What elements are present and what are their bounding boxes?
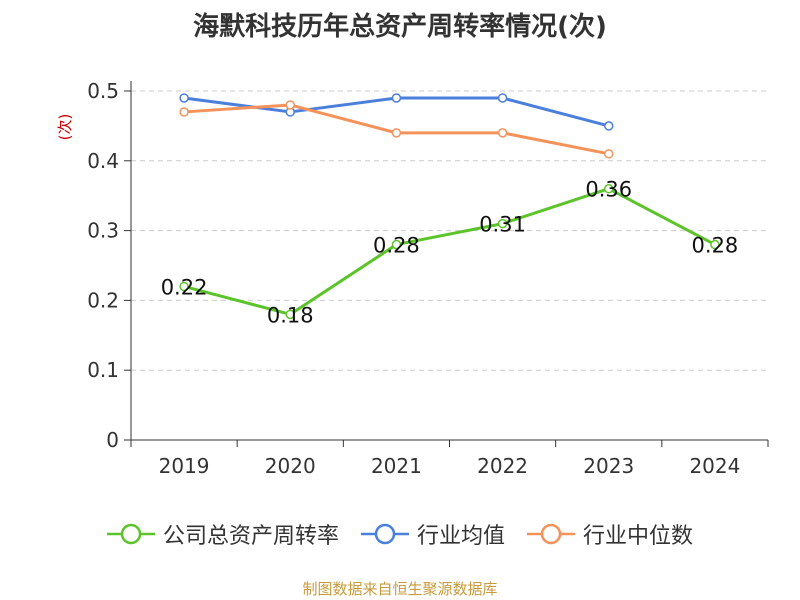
legend-label: 行业中位数 bbox=[583, 524, 694, 549]
data-point-0 bbox=[179, 281, 189, 292]
y-tick-label: 0.2 bbox=[87, 288, 119, 312]
x-tick-label: 2024 bbox=[689, 454, 740, 478]
legend-swatch-icon bbox=[527, 523, 575, 545]
y-axis-label: (次) bbox=[56, 114, 74, 141]
data-point-2 bbox=[179, 107, 189, 117]
data-label: 0.18 bbox=[267, 303, 314, 327]
legend-item[interactable]: 行业中位数 bbox=[527, 518, 693, 550]
data-point-0 bbox=[497, 218, 508, 229]
data-point-1 bbox=[391, 93, 402, 103]
data-point-2 bbox=[604, 149, 614, 159]
data-point-1 bbox=[179, 93, 189, 103]
x-tick-label: 2019 bbox=[159, 454, 210, 478]
legend-item[interactable]: 行业均值 bbox=[360, 518, 505, 550]
source-note: 制图数据来自恒生聚源数据库 bbox=[302, 580, 498, 598]
data-point-0 bbox=[391, 239, 402, 250]
data-label: 0.36 bbox=[585, 178, 632, 202]
y-tick-label: 0.3 bbox=[87, 219, 119, 243]
legend-swatch-icon bbox=[106, 523, 155, 545]
series-line-0 bbox=[183, 187, 716, 316]
grid-lines bbox=[131, 90, 768, 371]
data-point-2 bbox=[285, 100, 295, 110]
y-tick-label: 0.4 bbox=[87, 149, 119, 173]
series-lines bbox=[179, 93, 720, 320]
y-tick-label: 0.5 bbox=[87, 79, 119, 103]
data-point-0 bbox=[285, 309, 295, 320]
data-point-2 bbox=[391, 128, 402, 138]
legend-swatch-icon bbox=[360, 523, 409, 545]
data-point-0 bbox=[604, 183, 614, 194]
data-labels: 0.22 0.18 0.28 0.31 0.36 0.28 bbox=[161, 178, 739, 328]
x-tick-label: 2023 bbox=[583, 454, 634, 478]
data-label: 0.31 bbox=[479, 213, 526, 237]
data-point-2 bbox=[497, 128, 508, 138]
data-point-0 bbox=[710, 239, 720, 250]
legend-label: 行业均值 bbox=[416, 524, 505, 549]
x-tick-label: 2020 bbox=[265, 454, 316, 478]
legend: 公司总资产周转率 行业均值 行业中位数 bbox=[0, 518, 800, 550]
chart-title: 海默科技历年总资产周转率情况(次) bbox=[193, 12, 607, 42]
legend-label: 公司总资产周转率 bbox=[162, 524, 339, 549]
y-tick-label: 0 bbox=[106, 428, 119, 452]
x-tick-label: 2022 bbox=[477, 454, 528, 478]
data-point-1 bbox=[497, 93, 508, 103]
data-label: 0.28 bbox=[692, 234, 739, 258]
axes: 0 0.1 0.2 0.3 0.4 0.5 2019 2020 2021 2022 2023 2024 bbox=[87, 79, 769, 478]
data-point-1 bbox=[604, 121, 614, 131]
x-tick-label: 2021 bbox=[371, 454, 422, 478]
data-label: 0.22 bbox=[161, 275, 208, 299]
data-label: 0.28 bbox=[373, 234, 420, 258]
legend-item[interactable]: 公司总资产周转率 bbox=[106, 518, 339, 550]
y-tick-label: 0.1 bbox=[87, 358, 119, 382]
